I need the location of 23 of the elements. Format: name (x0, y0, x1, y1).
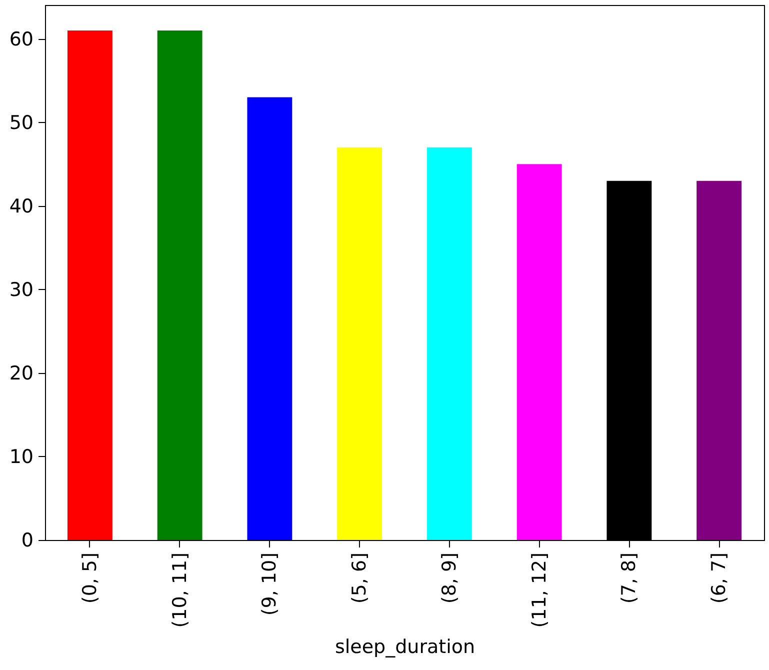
x-tick-label: (9, 10] (258, 552, 281, 616)
bar (247, 97, 292, 540)
x-tick-label: (5, 6] (348, 552, 371, 604)
bar (337, 147, 382, 540)
y-tick-label: 60 (9, 28, 34, 50)
x-tick-label: (7, 8] (618, 552, 640, 604)
x-tick-label: (11, 12] (528, 552, 550, 628)
x-tick-label: (0, 5] (78, 552, 101, 604)
y-tick-label: 0 (21, 530, 34, 552)
bar (67, 30, 112, 540)
y-tick-label: 10 (9, 446, 34, 468)
y-tick-label: 40 (9, 195, 34, 218)
bar (516, 164, 562, 540)
y-tick-label: 30 (9, 278, 34, 301)
x-tick-label: (8, 9] (438, 552, 460, 604)
x-axis-title: sleep_duration (334, 636, 476, 658)
y-tick-label: 50 (9, 112, 34, 134)
y-tick-label: 20 (9, 362, 34, 384)
bar (157, 30, 202, 540)
bar (426, 147, 472, 540)
x-tick-label: (6, 7] (708, 552, 730, 604)
x-tick-label: (10, 11] (168, 552, 191, 628)
bar (696, 180, 742, 540)
